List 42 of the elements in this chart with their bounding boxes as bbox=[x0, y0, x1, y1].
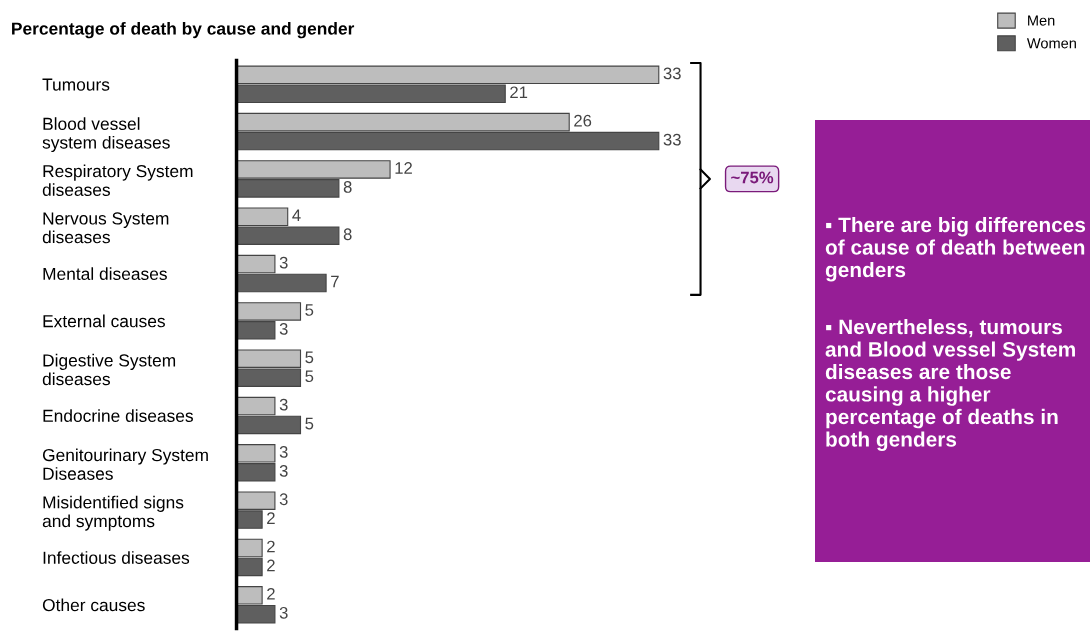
chart-title: Percentage of death by cause and gender bbox=[12, 22, 355, 39]
y-tick-label: Endocrine diseases bbox=[43, 409, 193, 422]
data-label: 3 bbox=[279, 256, 288, 269]
text: ▪ There are big differences of cause of death between genders bbox=[825, 216, 1086, 282]
y-tick-label: Misidentified signs and symptoms bbox=[42, 495, 184, 531]
text: ~75% bbox=[731, 171, 774, 184]
data-label: 33 bbox=[663, 67, 681, 80]
data-label: 5 bbox=[305, 417, 314, 430]
data-label: 3 bbox=[279, 606, 288, 619]
data-label: 5 bbox=[305, 351, 314, 364]
data-label: 21 bbox=[510, 86, 528, 99]
data-label: 3 bbox=[279, 464, 288, 477]
data-label: 12 bbox=[395, 162, 412, 174]
data-label: 8 bbox=[343, 228, 352, 241]
data-label: 5 bbox=[305, 304, 314, 316]
data-label: 3 bbox=[279, 446, 288, 458]
y-tick-label: Mental diseases bbox=[43, 267, 167, 280]
data-label: 7 bbox=[331, 275, 339, 288]
y-tick-label: External causes bbox=[43, 314, 165, 328]
data-label: 8 bbox=[343, 181, 352, 193]
data-label: 2 bbox=[267, 587, 275, 600]
y-tick-label: Blood vessel system diseases bbox=[42, 117, 170, 153]
data-label: 4 bbox=[292, 209, 301, 222]
legend-label: Men bbox=[1028, 15, 1055, 26]
y-tick-label: Digestive System diseases bbox=[42, 353, 176, 386]
legend-label: Women bbox=[1026, 38, 1076, 49]
y-tick-label: Nervous System diseases bbox=[42, 212, 169, 244]
data-label: 26 bbox=[574, 114, 592, 127]
data-label: 33 bbox=[663, 133, 681, 146]
data-label: 3 bbox=[279, 323, 288, 335]
y-tick-label: Tumours bbox=[42, 78, 110, 91]
data-label: 3 bbox=[279, 398, 288, 411]
y-tick-label: Other causes bbox=[42, 598, 145, 612]
text: ▪ Nevertheless, tumours and Blood vessel System diseases are those causing a higher percentage of deaths in both genders bbox=[825, 319, 1075, 451]
data-label: 2 bbox=[267, 559, 275, 572]
data-label: 5 bbox=[305, 370, 314, 383]
data-label: 3 bbox=[279, 493, 288, 506]
y-tick-label: Respiratory System diseases bbox=[42, 164, 193, 196]
y-tick-label: Infectious diseases bbox=[43, 551, 190, 564]
y-tick-label: Genitourinary System Diseases bbox=[42, 448, 208, 480]
data-label: 2 bbox=[267, 540, 275, 553]
data-label: 2 bbox=[267, 512, 275, 524]
